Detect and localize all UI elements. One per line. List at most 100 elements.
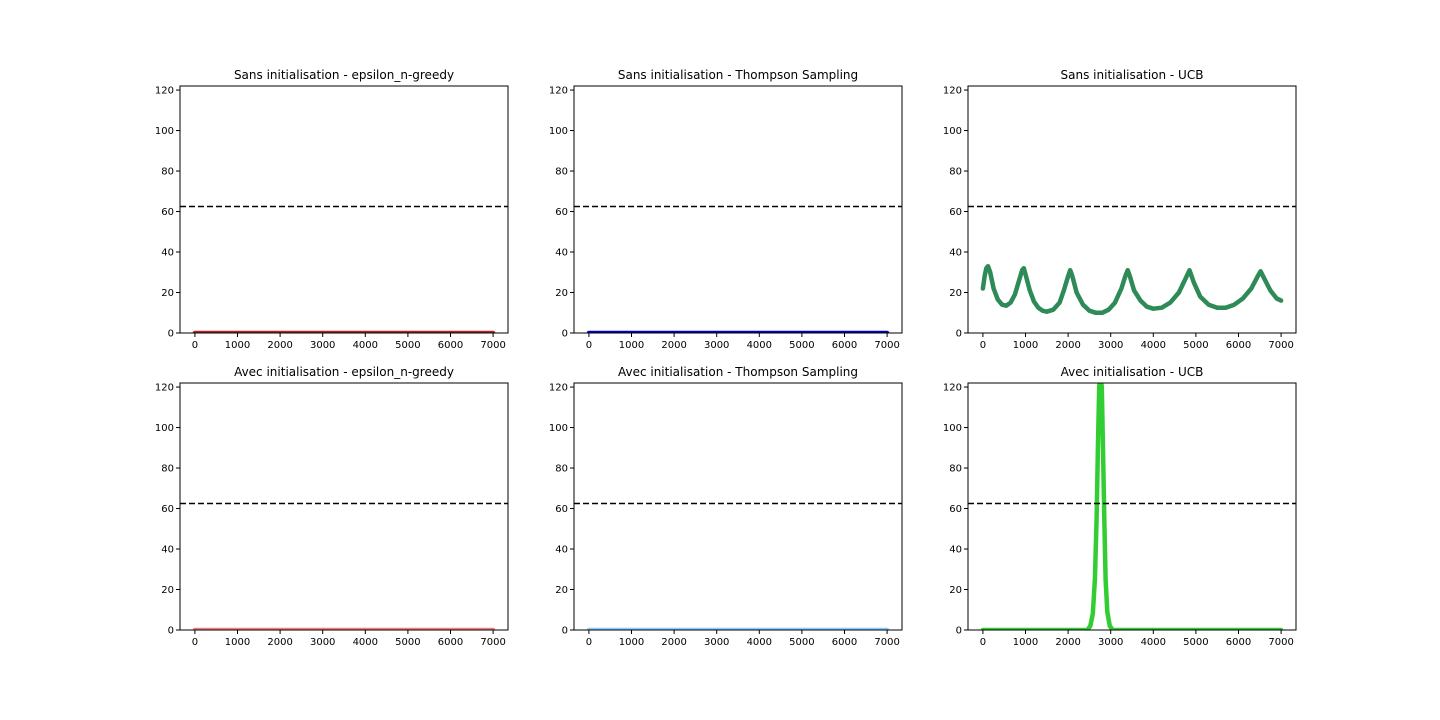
y-tick-label: 80	[555, 167, 568, 178]
y-tick-label: 100	[549, 423, 568, 434]
y-tick-label: 0	[956, 329, 962, 340]
x-tick-label: 6000	[438, 637, 463, 648]
x-tick-label: 5000	[789, 637, 814, 648]
y-tick-label: 120	[155, 86, 174, 97]
plot-area	[980, 383, 1284, 630]
y-tick-label: 120	[155, 383, 174, 394]
x-tick-label: 4000	[747, 340, 772, 351]
subplot-title: Sans initialisation - UCB	[1061, 68, 1204, 82]
x-tick-label: 5000	[395, 637, 420, 648]
y-tick-label: 100	[155, 423, 174, 434]
y-tick-label: 0	[562, 329, 568, 340]
axes-frame	[573, 382, 903, 631]
y-tick-label: 100	[943, 423, 962, 434]
x-tick-label: 5000	[395, 340, 420, 351]
x-tick-label: 7000	[480, 340, 505, 351]
y-tick-label: 60	[949, 504, 962, 515]
y-tick-label: 40	[555, 545, 568, 556]
y-tick-label: 0	[168, 626, 174, 637]
x-tick-label: 4000	[747, 637, 772, 648]
axes-frame	[179, 85, 509, 334]
y-tick-label: 60	[161, 207, 174, 218]
y-tick-label: 60	[161, 504, 174, 515]
x-tick-label: 7000	[874, 340, 899, 351]
y-tick-label: 20	[555, 288, 568, 299]
x-tick-label: 7000	[874, 637, 899, 648]
subplot-4: 0 1000 2000 3000 4000 5000 6000 7000 0 20 40 60 80 10…	[155, 365, 509, 648]
x-tick-label: 1000	[225, 637, 250, 648]
x-tick-label: 3000	[310, 340, 335, 351]
subplot-title: Sans initialisation - epsilon_n-greedy	[234, 68, 454, 82]
y-tick-label: 80	[949, 464, 962, 475]
y-tick-label: 100	[943, 126, 962, 137]
x-tick-label: 6000	[832, 637, 857, 648]
y-tick-label: 20	[161, 288, 174, 299]
y-tick-label: 100	[549, 126, 568, 137]
axes-frame	[967, 85, 1297, 334]
y-tick-label: 100	[155, 126, 174, 137]
x-tick-label: 7000	[480, 637, 505, 648]
y-tick-label: 120	[943, 86, 962, 97]
x-tick-label: 4000	[1141, 637, 1166, 648]
x-tick-label: 0	[586, 340, 592, 351]
y-tick-label: 0	[956, 626, 962, 637]
x-tick-label: 3000	[310, 637, 335, 648]
x-tick-label: 6000	[832, 340, 857, 351]
subplot-1: 0 1000 2000 3000 4000 5000 6000 7000 0 20 40 60 80 10…	[155, 68, 509, 351]
subplot-title: Sans initialisation - Thompson Sampling	[618, 68, 858, 82]
plot-area	[980, 263, 1284, 316]
x-tick-label: 0	[980, 637, 986, 648]
y-tick-label: 60	[555, 207, 568, 218]
x-tick-label: 1000	[1013, 340, 1038, 351]
y-tick-label: 20	[949, 288, 962, 299]
x-tick-label: 1000	[1013, 637, 1038, 648]
y-tick-label: 120	[943, 383, 962, 394]
axes-frame	[967, 382, 1297, 631]
y-tick-label: 40	[161, 545, 174, 556]
x-tick-label: 7000	[1268, 637, 1293, 648]
y-tick-label: 80	[161, 464, 174, 475]
y-tick-label: 20	[161, 585, 174, 596]
x-tick-label: 4000	[353, 340, 378, 351]
x-tick-label: 6000	[438, 340, 463, 351]
x-tick-label: 3000	[1098, 637, 1123, 648]
x-tick-label: 4000	[1141, 340, 1166, 351]
x-tick-label: 3000	[1098, 340, 1123, 351]
y-tick-label: 40	[949, 248, 962, 259]
x-tick-label: 0	[586, 637, 592, 648]
y-tick-label: 60	[949, 207, 962, 218]
x-tick-label: 1000	[619, 340, 644, 351]
x-tick-label: 2000	[1055, 340, 1080, 351]
x-tick-label: 1000	[225, 340, 250, 351]
x-tick-label: 0	[192, 340, 198, 351]
x-tick-label: 2000	[661, 637, 686, 648]
y-tick-label: 20	[555, 585, 568, 596]
series-line-1	[980, 263, 1284, 316]
x-tick-label: 5000	[1183, 340, 1208, 351]
y-tick-label: 40	[949, 545, 962, 556]
subplot-6: 0 1000 2000 3000 4000 5000 6000 7000 0 20 40 60 80 10…	[943, 365, 1297, 648]
x-tick-label: 2000	[267, 340, 292, 351]
y-tick-label: 120	[549, 383, 568, 394]
x-tick-label: 2000	[1055, 637, 1080, 648]
y-tick-label: 40	[555, 248, 568, 259]
x-tick-label: 6000	[1226, 637, 1251, 648]
x-tick-label: 2000	[661, 340, 686, 351]
subplot-5: 0 1000 2000 3000 4000 5000 6000 7000 0 20 40 60 80 10…	[549, 365, 903, 648]
x-tick-label: 3000	[704, 637, 729, 648]
y-tick-label: 120	[549, 86, 568, 97]
x-tick-label: 3000	[704, 340, 729, 351]
subplot-2: 0 1000 2000 3000 4000 5000 6000 7000 0 20 40 60 80 10…	[549, 68, 903, 351]
subplot-title: Avec initialisation - epsilon_n-greedy	[234, 365, 454, 379]
y-tick-label: 40	[161, 248, 174, 259]
x-tick-label: 1000	[619, 637, 644, 648]
y-tick-label: 60	[555, 504, 568, 515]
x-tick-label: 0	[192, 637, 198, 648]
x-tick-label: 5000	[1183, 637, 1208, 648]
x-tick-label: 6000	[1226, 340, 1251, 351]
axes-frame	[573, 85, 903, 334]
x-tick-label: 5000	[789, 340, 814, 351]
subplot-title: Avec initialisation - Thompson Sampling	[618, 365, 858, 379]
y-tick-label: 20	[949, 585, 962, 596]
